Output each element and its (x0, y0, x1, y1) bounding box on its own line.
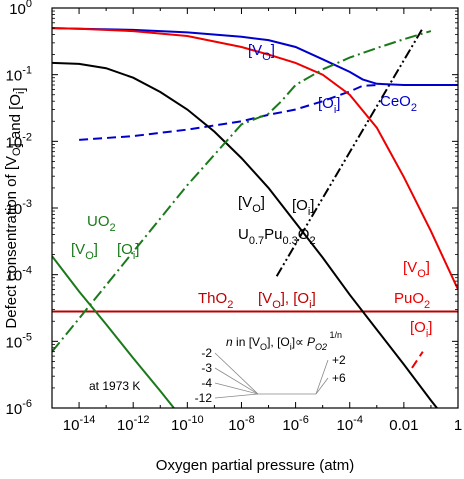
inset-leader-line (315, 359, 329, 395)
inset-left-value: -3 (201, 361, 212, 375)
tick-labels: 10-14 10-12 10-10 10-8 10-6 10-4 0.01 1 100 10-1 1… (6, 0, 463, 434)
series-ceo2-oi (79, 84, 377, 141)
x-tick-label: 10-4 (336, 414, 362, 434)
series-u0-7pu0-3o2-vo (52, 61, 439, 408)
annotation-uo2-vo: [VO​] (71, 241, 98, 262)
annotation-upu-vo: [VO​] (238, 194, 265, 215)
axis-ticks (51, 7, 459, 409)
annotation-ceo2-vo: [VO​] (248, 42, 275, 63)
annotation-uo2-oi: [Oi​] (117, 241, 139, 262)
inset-leader-line (315, 377, 329, 395)
series-uo2-oi (52, 30, 432, 353)
x-tick-label: 10-6 (282, 414, 308, 434)
annotation-ceo2: CeO2​ (380, 93, 417, 114)
annotation-upu: U0.7​Pu0.3​O2​ (238, 226, 316, 247)
annotations: [VO​] [Oi​] CeO2​ [VO​] [Oi​] U0.7​Pu0.3​O2​ U… (71, 42, 432, 393)
inset-right-value: +6 (332, 371, 346, 385)
annotation-ceo2-oi: [Oi​] (318, 95, 340, 116)
inset-right-value: +2 (332, 353, 346, 367)
x-tick-label: 10-8 (228, 414, 254, 434)
x-tick-label: 10-12 (117, 414, 150, 434)
y-tick-label: 10-5 (6, 331, 32, 351)
annotation-puo2: PuO2​ (394, 290, 430, 311)
inset-leader-line (214, 352, 259, 395)
inset-left-value: -4 (201, 376, 212, 390)
inset-leader-line (214, 393, 259, 399)
x-axis-title: Oxygen partial pressure (atm) (156, 457, 354, 474)
series-puo2-vo (52, 27, 458, 290)
data-curves (52, 27, 458, 408)
inset-left-value: -2 (201, 346, 212, 360)
annotation-uo2: UO2​ (87, 213, 116, 234)
annotation-puo2-oi: [Oi​] (410, 319, 432, 340)
x-tick-label: 10-14 (63, 414, 96, 434)
series-puo2-oi (411, 351, 424, 369)
y-tick-label: 100 (9, 0, 32, 18)
annotation-puo2-vo: [VO​] (403, 259, 430, 280)
x-tick-label: 10-10 (171, 414, 204, 434)
inset-formula: n in [VO], [Oi]∝ PO2 1/n (226, 330, 342, 352)
annotation-tho2: ThO2​ (198, 290, 233, 311)
x-tick-label: 1 (454, 417, 462, 434)
y-tick-label: 10-1 (6, 65, 32, 85)
x-tick-label: 0.01 (389, 417, 418, 434)
series-u0-7pu0-3o2-oi (275, 27, 424, 277)
y-axis-title: Defect consentration of [VO] and [Oi] (3, 87, 28, 328)
annotation-tho2-def: [VO​], [Oi​] (258, 290, 316, 311)
y-tick-label: 10-6 (6, 398, 32, 418)
annotation-temp: at 1973 K (89, 379, 140, 393)
series-uo2-vo (52, 255, 176, 408)
inset-legend: n in [VO], [Oi]∝ PO2 1/n -2-3-4-12 +2 +6 (195, 330, 346, 405)
annotation-upu-oi: [Oi​] (292, 197, 314, 218)
inset-leader-line (214, 382, 259, 395)
inset-leader-line (214, 367, 259, 395)
series-ceo2-vo (52, 27, 458, 86)
inset-left-value: -12 (195, 391, 213, 405)
